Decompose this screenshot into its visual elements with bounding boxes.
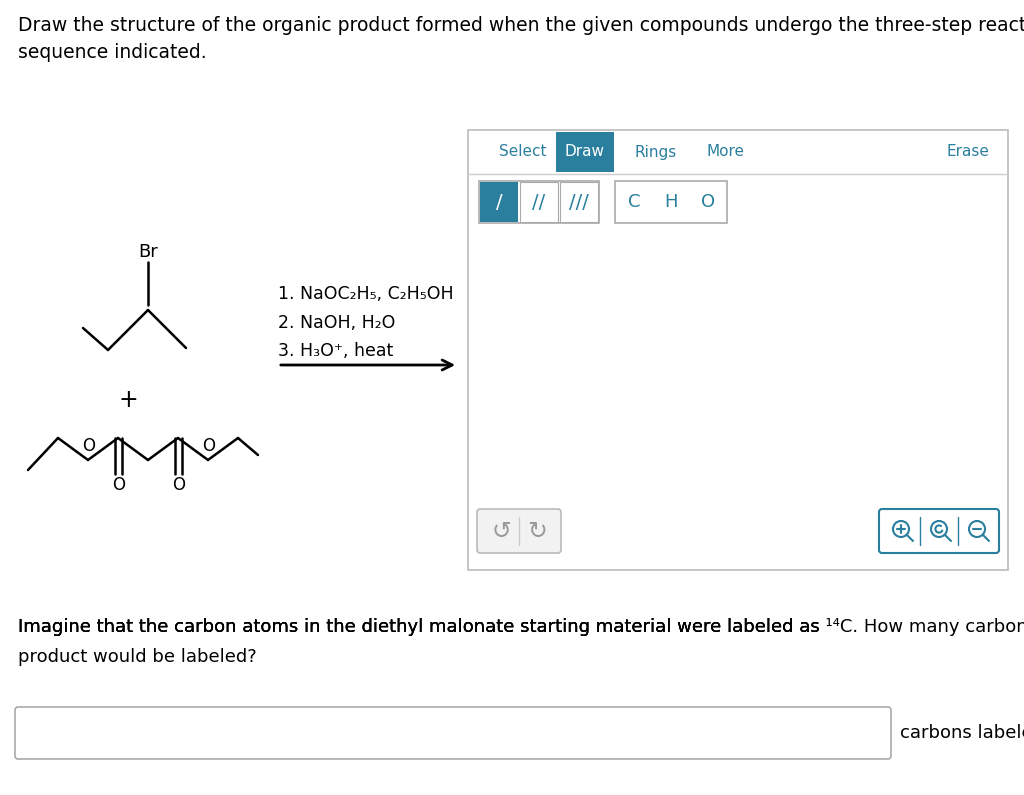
Text: Imagine that the carbon atoms in the diethyl malonate starting material were lab: Imagine that the carbon atoms in the die… <box>18 618 831 636</box>
Text: +: + <box>118 388 138 412</box>
Bar <box>480 182 518 222</box>
Text: 1. NaOC₂H₅, C₂H₅OH
2. NaOH, H₂O
3. H₃O⁺, heat: 1. NaOC₂H₅, C₂H₅OH 2. NaOH, H₂O 3. H₃O⁺,… <box>278 285 454 360</box>
Text: O: O <box>83 437 95 455</box>
Text: O: O <box>113 476 126 494</box>
Text: More: More <box>707 145 745 160</box>
Text: O: O <box>203 437 215 455</box>
Text: product would be labeled?: product would be labeled? <box>18 648 257 666</box>
FancyBboxPatch shape <box>477 509 561 553</box>
Text: //: // <box>532 192 546 211</box>
Bar <box>653 182 689 222</box>
Text: Erase: Erase <box>946 145 989 160</box>
Text: O: O <box>172 476 185 494</box>
Text: /: / <box>496 192 503 211</box>
Text: ↺: ↺ <box>492 519 511 543</box>
Text: ↻: ↻ <box>527 519 547 543</box>
Text: Imagine that the carbon atoms in the diethyl malonate starting material were lab: Imagine that the carbon atoms in the die… <box>18 618 1024 636</box>
Text: O: O <box>701 193 715 211</box>
FancyBboxPatch shape <box>879 509 999 553</box>
Text: Imagine that the carbon atoms in the diethyl malonate starting material were lab: Imagine that the carbon atoms in the die… <box>18 618 825 636</box>
Bar <box>468 130 1008 570</box>
Text: H: H <box>665 193 678 211</box>
Bar <box>479 181 599 223</box>
Text: C: C <box>628 193 640 211</box>
Text: Rings: Rings <box>635 145 677 160</box>
Bar <box>520 182 558 222</box>
Bar <box>616 182 652 222</box>
Text: Br: Br <box>138 243 158 261</box>
Text: Draw: Draw <box>565 145 605 160</box>
Bar <box>615 181 727 223</box>
Text: carbons labeled: carbons labeled <box>900 724 1024 742</box>
Text: ///: /// <box>569 192 589 211</box>
FancyBboxPatch shape <box>15 707 891 759</box>
Bar <box>556 132 614 172</box>
Text: Draw the structure of the organic product formed when the given compounds underg: Draw the structure of the organic produc… <box>18 16 1024 61</box>
Bar <box>560 182 598 222</box>
Text: Select: Select <box>500 145 547 160</box>
Bar <box>690 182 726 222</box>
